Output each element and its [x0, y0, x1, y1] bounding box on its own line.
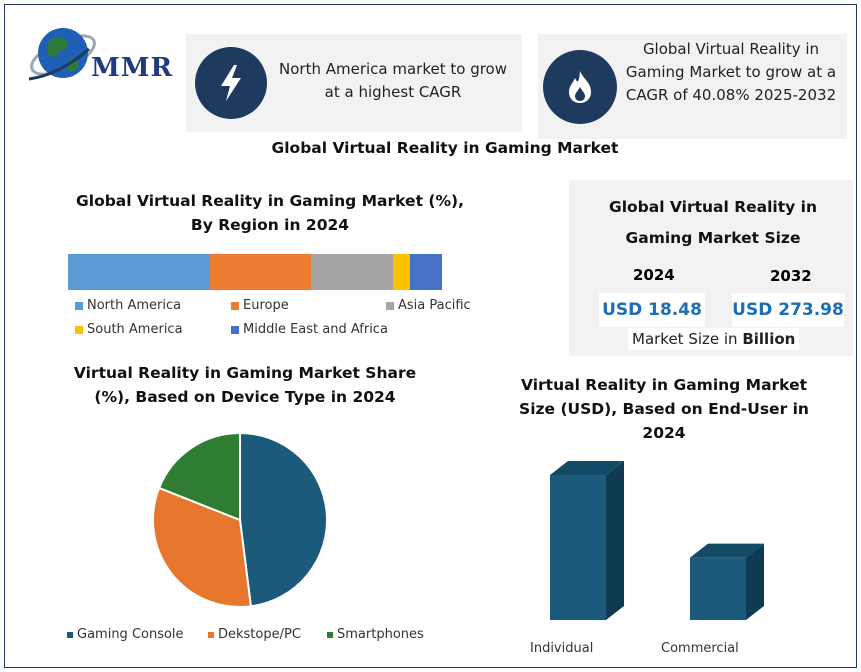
- region-bar-segment-south-america: [393, 254, 411, 290]
- callout-north-america: North America market to grow at a highes…: [186, 34, 522, 132]
- device-pie-chart: [152, 431, 328, 608]
- pie-slice-smartphones: [157, 431, 241, 522]
- legend-south-america: South America: [75, 322, 183, 337]
- legend-europe: Europe: [231, 298, 289, 313]
- swatch: [208, 631, 214, 638]
- enduser-bar-chart: Individual Commercial: [530, 461, 764, 656]
- legend-label: Dekstope/PC: [218, 627, 301, 642]
- x-tick-label: Commercial: [661, 641, 739, 656]
- legend-desktop-pc: Dekstope/PC: [208, 627, 301, 642]
- x-tick-label: Individual: [530, 641, 593, 656]
- region-stacked-bar: [68, 254, 442, 290]
- legend-label: South America: [87, 322, 183, 337]
- legend-gaming-console: Gaming Console: [67, 627, 184, 642]
- region-bar-segment-north-america: [68, 254, 211, 290]
- globe-logo-icon: [28, 28, 96, 81]
- market-size-footer: Market Size in Billion: [628, 328, 800, 350]
- region-chart-title: Global Virtual Reality in Gaming Market …: [76, 192, 464, 234]
- callout-cagr: Global Virtual Reality in Gaming Market …: [538, 34, 847, 139]
- pie-slice-dekstope-pc: [152, 486, 253, 608]
- enduser-chart-title: Virtual Reality in Gaming Market Size (U…: [519, 376, 809, 442]
- flame-icon: [543, 50, 617, 124]
- region-bar-segment-asia-pacific: [311, 254, 394, 290]
- logo-text: MMR: [91, 53, 174, 83]
- footer-unit: Billion: [742, 330, 796, 348]
- legend-label: Asia Pacific: [398, 298, 471, 313]
- legend-north-america: North America: [75, 298, 181, 313]
- region-bar-segment-middle-east-and-africa: [410, 254, 442, 290]
- swatch: [386, 301, 394, 310]
- region-bar-segment-europe: [210, 254, 312, 290]
- swatch: [231, 301, 239, 310]
- swatch: [75, 325, 83, 334]
- legend-label: Middle East and Africa: [243, 322, 388, 337]
- lightning-bolt-icon: [195, 47, 267, 119]
- device-chart-title: Virtual Reality in Gaming Market Share (…: [73, 364, 417, 406]
- bar-commercial: [690, 543, 764, 620]
- swatch: [67, 631, 73, 638]
- bar-individual: [550, 461, 624, 620]
- legend-label: Europe: [243, 298, 289, 313]
- market-size-panel: Global Virtual Reality in Gaming Market …: [569, 180, 853, 356]
- legend-label: Smartphones: [337, 627, 424, 642]
- year-2032: 2032: [770, 267, 812, 285]
- market-size-title: Global Virtual Reality in Gaming Market …: [608, 198, 818, 247]
- pie-slice-gaming-console: [239, 431, 328, 608]
- legend-label: Gaming Console: [77, 627, 184, 642]
- callout-text: Global Virtual Reality in Gaming Market …: [625, 40, 837, 104]
- swatch: [75, 301, 83, 310]
- value-2032: USD 273.98: [732, 293, 844, 327]
- legend-asia-pacific: Asia Pacific: [386, 298, 471, 313]
- logo: MMR: [19, 19, 179, 89]
- main-title: Global Virtual Reality in Gaming Market: [271, 139, 619, 157]
- footer-prefix: Market Size in: [632, 330, 743, 348]
- swatch: [327, 631, 333, 638]
- swatch: [231, 325, 239, 334]
- legend-label: North America: [87, 298, 182, 313]
- callout-text: North America market to grow at a highes…: [279, 60, 507, 101]
- year-2024: 2024: [633, 266, 675, 284]
- legend-smartphones: Smartphones: [327, 627, 424, 642]
- infographic-frame: MMR North America market to grow at a hi…: [4, 4, 857, 668]
- value-2024: USD 18.48: [599, 293, 705, 327]
- legend-middle-east-africa: Middle East and Africa: [231, 322, 388, 337]
